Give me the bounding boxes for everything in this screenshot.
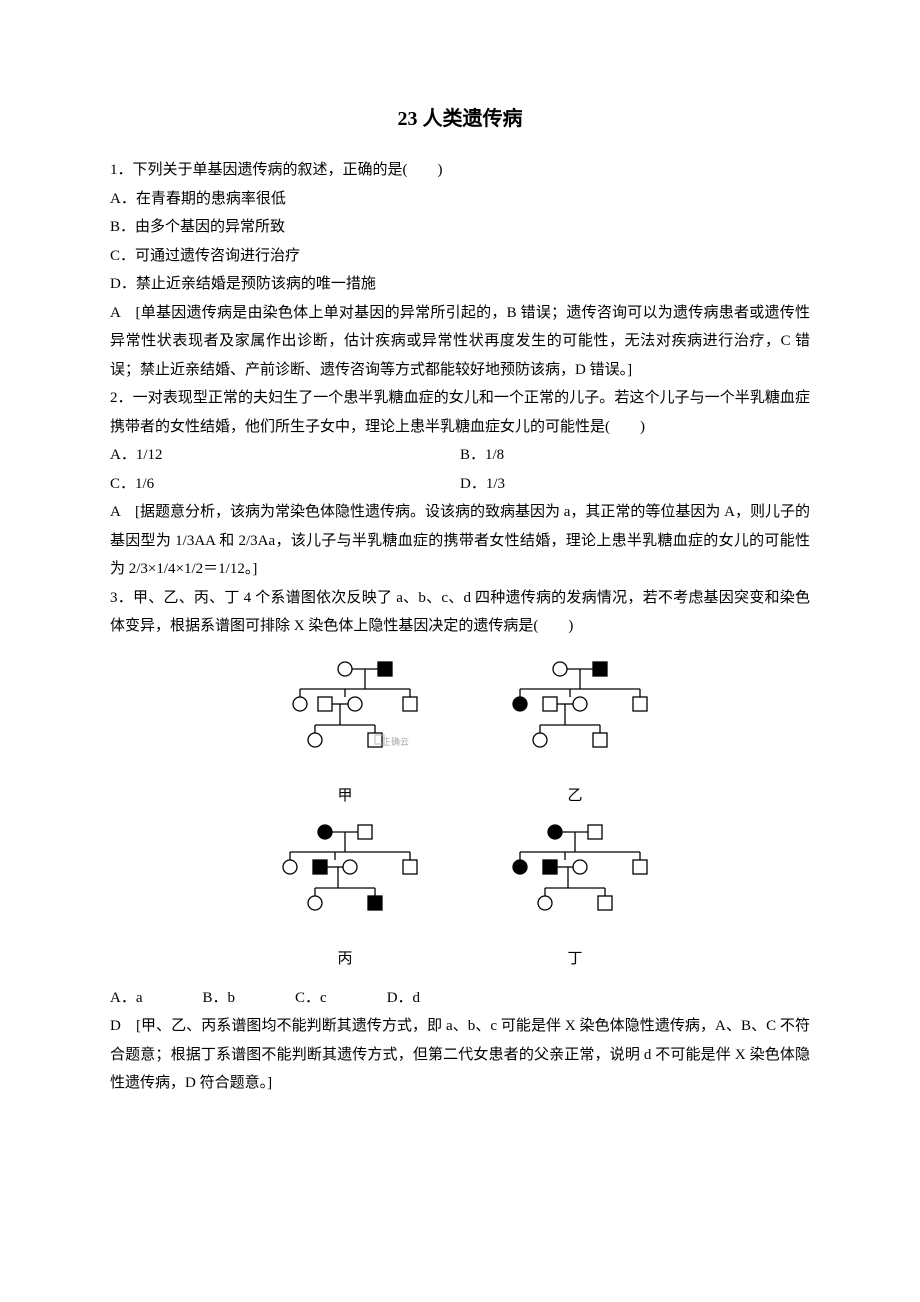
pedigree-jia: 正确云 甲 bbox=[260, 655, 430, 811]
q2-stem: 2．一对表现型正常的夫妇生了一个患半乳糖血症的女儿和一个正常的儿子。若这个儿子与… bbox=[110, 384, 810, 441]
pedigree-label-ding: 丁 bbox=[490, 945, 660, 974]
q1-stem: 1．下列关于单基因遗传病的叙述，正确的是( ) bbox=[110, 156, 810, 185]
q3-answer: D [甲、乙、丙系谱图均不能判断其遗传方式，即 a、b、c 可能是伴 X 染色体… bbox=[110, 1012, 810, 1098]
pedigree-jia-svg: 正确云 bbox=[260, 655, 430, 780]
q3-opt-b: B．b bbox=[203, 984, 236, 1013]
watermark-text: 正确云 bbox=[382, 736, 409, 747]
pedigree-ding-svg bbox=[490, 818, 660, 943]
q2-opt-b: B．1/8 bbox=[460, 441, 810, 470]
pedigree-ding: 丁 bbox=[490, 818, 660, 974]
q3-stem: 3．甲、乙、丙、丁 4 个系谱图依次反映了 a、b、c、d 四种遗传病的发病情况… bbox=[110, 584, 810, 641]
q3-opt-c: C．c bbox=[295, 984, 327, 1013]
pedigree-yi-svg bbox=[490, 655, 660, 780]
pedigree-label-yi: 乙 bbox=[490, 782, 660, 811]
q2-opt-c: C．1/6 bbox=[110, 470, 460, 499]
pedigree-label-jia: 甲 bbox=[260, 782, 430, 811]
q1-opt-d: D．禁止近亲结婚是预防该病的唯一措施 bbox=[110, 270, 810, 299]
q1-opt-c: C．可通过遗传咨询进行治疗 bbox=[110, 242, 810, 271]
pedigree-bing: 丙 bbox=[260, 818, 430, 974]
pedigree-label-bing: 丙 bbox=[260, 945, 430, 974]
pedigree-yi: 乙 bbox=[490, 655, 660, 811]
q1-answer: A [单基因遗传病是由染色体上单对基因的异常所引起的，B 错误；遗传咨询可以为遗… bbox=[110, 299, 810, 385]
pedigree-bing-svg bbox=[260, 818, 430, 943]
q2-opt-d: D．1/3 bbox=[460, 470, 810, 499]
q3-opt-d: D．d bbox=[387, 984, 420, 1013]
q1-opt-a: A．在青春期的患病率很低 bbox=[110, 185, 810, 214]
q3-opt-a: A．a bbox=[110, 984, 143, 1013]
q2-answer: A [据题意分析，该病为常染色体隐性遗传病。设该病的致病基因为 a，其正常的等位… bbox=[110, 498, 810, 584]
q2-opt-a: A．1/12 bbox=[110, 441, 460, 470]
q1-opt-b: B．由多个基因的异常所致 bbox=[110, 213, 810, 242]
page-title: 23 人类遗传病 bbox=[110, 100, 810, 138]
pedigree-figure: 正确云 甲 bbox=[110, 655, 810, 974]
